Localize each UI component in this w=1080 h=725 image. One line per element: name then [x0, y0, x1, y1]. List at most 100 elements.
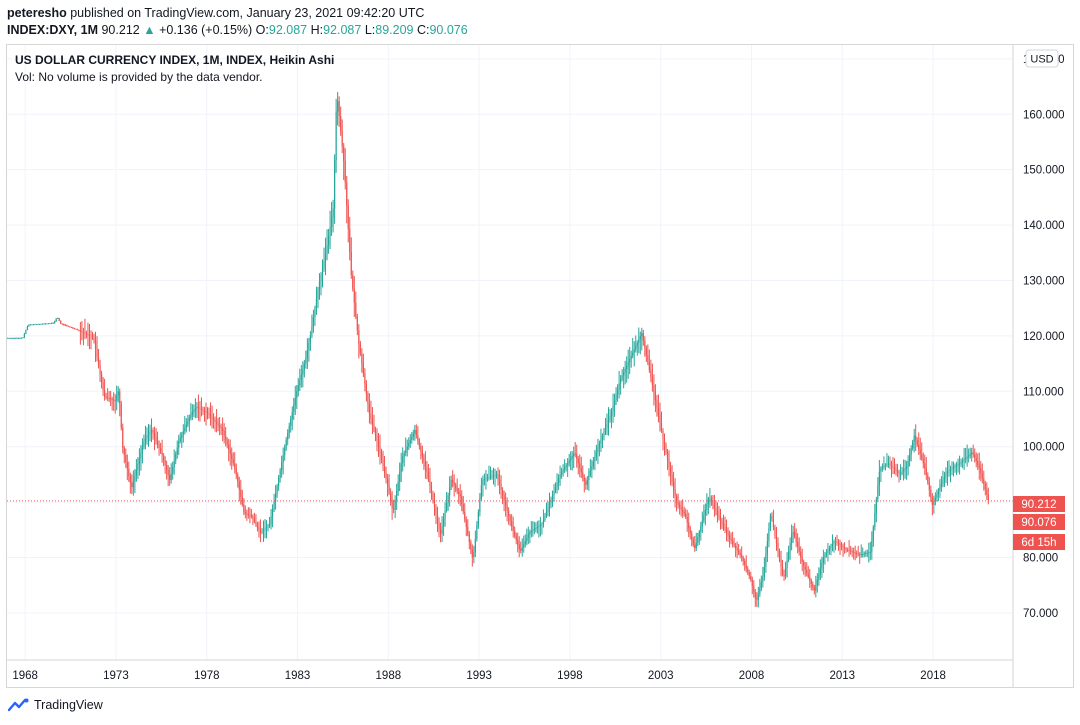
candle-body [869, 552, 871, 553]
currency-button[interactable]: USD [1025, 49, 1059, 68]
candle-body [857, 553, 859, 555]
candle-body [576, 454, 578, 459]
candle-body [20, 338, 22, 339]
candle-body [417, 435, 419, 441]
candle-body [458, 491, 460, 494]
candle-body [556, 482, 558, 487]
candle-body [494, 474, 496, 476]
candle-body [833, 541, 835, 544]
candle-body [859, 554, 861, 555]
candle-body [222, 428, 224, 431]
candle-body [787, 551, 790, 560]
candle-series [7, 91, 989, 608]
candle-body [577, 458, 579, 464]
candle-body [25, 329, 27, 334]
candle-body [7, 338, 9, 339]
x-tick-label: 1998 [557, 670, 583, 682]
candle-body [297, 385, 299, 392]
candle-body [813, 587, 815, 591]
legend-volume[interactable]: Vol: No volume is provided by the data v… [15, 70, 263, 84]
candle-body [679, 504, 681, 508]
candle-body [902, 469, 905, 472]
candle-body [439, 529, 442, 534]
candle-body [327, 236, 330, 246]
candle-body [798, 546, 800, 552]
candle-body [334, 159, 336, 209]
candle-body [34, 324, 36, 326]
candle-body [235, 467, 237, 475]
candle-body [547, 507, 549, 512]
candle-body [677, 502, 679, 505]
candle-body [548, 503, 551, 508]
candle-body [834, 541, 837, 543]
candle-body [296, 391, 298, 399]
candle-body [709, 498, 711, 500]
candle-body [119, 391, 121, 404]
candle-body [377, 441, 380, 447]
candle-body [701, 520, 703, 527]
candle-body [974, 454, 976, 458]
candle-body [928, 482, 930, 490]
candle-body [500, 484, 502, 490]
candle-body [795, 536, 797, 542]
candle-body [819, 568, 821, 575]
author-name[interactable]: peteresho [7, 6, 67, 20]
candle-body [532, 530, 534, 532]
candle-body [37, 324, 39, 325]
legend-title[interactable]: US DOLLAR CURRENCY INDEX, 1M, INDEX, Hei… [15, 53, 335, 67]
candle-body [521, 547, 523, 551]
candle-body [158, 444, 160, 449]
candle-body [38, 324, 41, 325]
candle-body [633, 349, 635, 353]
candle-body [730, 538, 732, 542]
candle-body [847, 549, 849, 551]
candle-body [741, 555, 743, 558]
candle-body [427, 472, 430, 479]
candle-body [94, 340, 97, 350]
x-tick-label: 2018 [920, 670, 946, 682]
candle-body [542, 520, 545, 525]
candle-body [435, 507, 437, 516]
candle-body [601, 435, 604, 440]
candle-body [344, 161, 346, 183]
candle-body [745, 564, 747, 569]
footer-brand: TradingView [34, 698, 103, 712]
candle-body [179, 437, 181, 442]
footer[interactable]: TradingView [8, 698, 103, 712]
candle-body [173, 460, 175, 468]
candle-body [246, 513, 248, 515]
candle-body [51, 323, 53, 325]
candle-body [606, 423, 608, 428]
candle-body [791, 534, 793, 544]
candle-body [901, 471, 903, 474]
candle-body [520, 549, 522, 551]
candle-body [140, 452, 142, 459]
candle-body [48, 323, 50, 325]
candle-body [371, 418, 374, 425]
candle-body [731, 541, 734, 544]
candle-body [85, 333, 88, 335]
candle-body [117, 391, 119, 397]
candle-body [367, 393, 369, 404]
candle-body [178, 441, 180, 448]
change-value: +0.136 (+0.15%) [159, 23, 253, 37]
close-price-tag-text: 90.076 [1021, 517, 1056, 529]
candle-body [482, 479, 484, 486]
time-axis[interactable]: 1968 1973 1978 1983 1988 1993 1998 2003 2008 2013… [12, 670, 946, 682]
candle-body [986, 489, 988, 495]
candle-body [19, 338, 21, 339]
candle-body [276, 485, 278, 494]
candle-body [268, 524, 271, 526]
candle-body [604, 427, 607, 432]
chart-frame[interactable] [6, 44, 1074, 688]
candle-body [75, 328, 77, 330]
symbol-label[interactable]: INDEX:DXY, 1M [7, 23, 98, 37]
candle-body [450, 479, 452, 488]
candle-body [972, 452, 974, 455]
candle-body [971, 452, 973, 455]
candle-body [99, 365, 101, 374]
candle-body [592, 461, 594, 467]
candle-body [43, 323, 45, 325]
candle-body [794, 531, 796, 537]
